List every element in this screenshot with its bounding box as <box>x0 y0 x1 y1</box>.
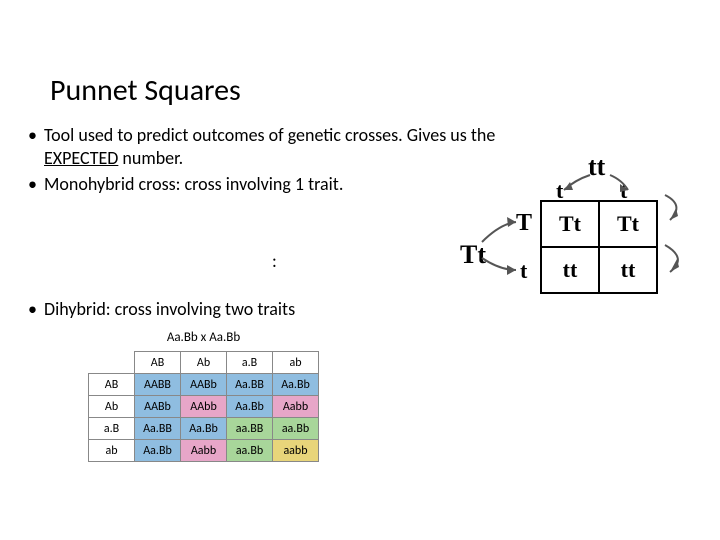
dihybrid-cell: AABB <box>135 374 181 396</box>
bullet-1: Tool used to predict outcomes of genetic… <box>26 124 526 169</box>
dihybrid-row-header: a.B <box>89 418 135 440</box>
dihybrid-cell: aa.Bb <box>273 418 319 440</box>
bullet-1-text-b: number. <box>118 147 183 169</box>
dihybrid-square: Aa.Bb x Aa.Bb ABAba.BabABAABBAABbAa.BBAa… <box>88 330 319 462</box>
monohybrid-row-allele-0: T <box>516 210 532 237</box>
dihybrid-cell: AAbb <box>181 396 227 418</box>
dihybrid-col-header: Ab <box>181 352 227 374</box>
dihybrid-cell: Aa.BB <box>135 418 181 440</box>
bullet-1-text-a: Tool used to predict outcomes of genetic… <box>44 124 495 146</box>
dihybrid-corner <box>89 352 135 374</box>
dihybrid-cell: Aa.BB <box>227 374 273 396</box>
dihybrid-cell: AABb <box>135 396 181 418</box>
monohybrid-row-allele-1: t <box>520 258 527 284</box>
dihybrid-cell: Aa.Bb <box>273 374 319 396</box>
dihybrid-col-header: AB <box>135 352 181 374</box>
bullet-1-expected: EXPECTED <box>44 147 118 169</box>
dihybrid-col-header: a.B <box>227 352 273 374</box>
bullet-list-top: Tool used to predict outcomes of genetic… <box>26 124 526 200</box>
dihybrid-row-header: ab <box>89 440 135 462</box>
dihybrid-cell: AABb <box>181 374 227 396</box>
page-title: Punnet Squares <box>50 72 241 109</box>
dihybrid-cell: aa.BB <box>227 418 273 440</box>
dihybrid-cross-label: Aa.Bb x Aa.Bb <box>88 330 319 345</box>
dihybrid-cell: Aa.Bb <box>181 418 227 440</box>
bullet-list-dihybrid: Dihybrid: cross involving two traits <box>26 298 446 320</box>
dihybrid-cell: aabb <box>273 440 319 462</box>
monohybrid-square: tt Tt t t T t Tt Tt tt tt <box>460 150 705 330</box>
dihybrid-grid: ABAba.BabABAABBAABbAa.BBAa.BbAbAABbAAbbA… <box>88 351 319 462</box>
dihybrid-cell: Aabb <box>273 396 319 418</box>
bullet-2: Monohybrid cross: cross involving 1 trai… <box>26 173 526 196</box>
mono-cell: Tt <box>599 201 657 247</box>
dihybrid-row-header: AB <box>89 374 135 396</box>
dihybrid-cell: aa.Bb <box>227 440 273 462</box>
mono-cell: tt <box>599 247 657 293</box>
monohybrid-parent-top: tt <box>588 152 605 182</box>
dihybrid-cell: Aabb <box>181 440 227 462</box>
dihybrid-row-header: Ab <box>89 396 135 418</box>
mono-cell: Tt <box>541 201 599 247</box>
dihybrid-cell: Aa.Bb <box>227 396 273 418</box>
monohybrid-parent-left: Tt <box>460 240 486 270</box>
mono-cell: tt <box>541 247 599 293</box>
bullet-3: Dihybrid: cross involving two traits <box>26 298 446 320</box>
dihybrid-col-header: ab <box>273 352 319 374</box>
monohybrid-grid: Tt Tt tt tt <box>540 200 658 294</box>
dihybrid-cell: Aa.Bb <box>135 440 181 462</box>
stray-colon: : <box>272 250 277 272</box>
